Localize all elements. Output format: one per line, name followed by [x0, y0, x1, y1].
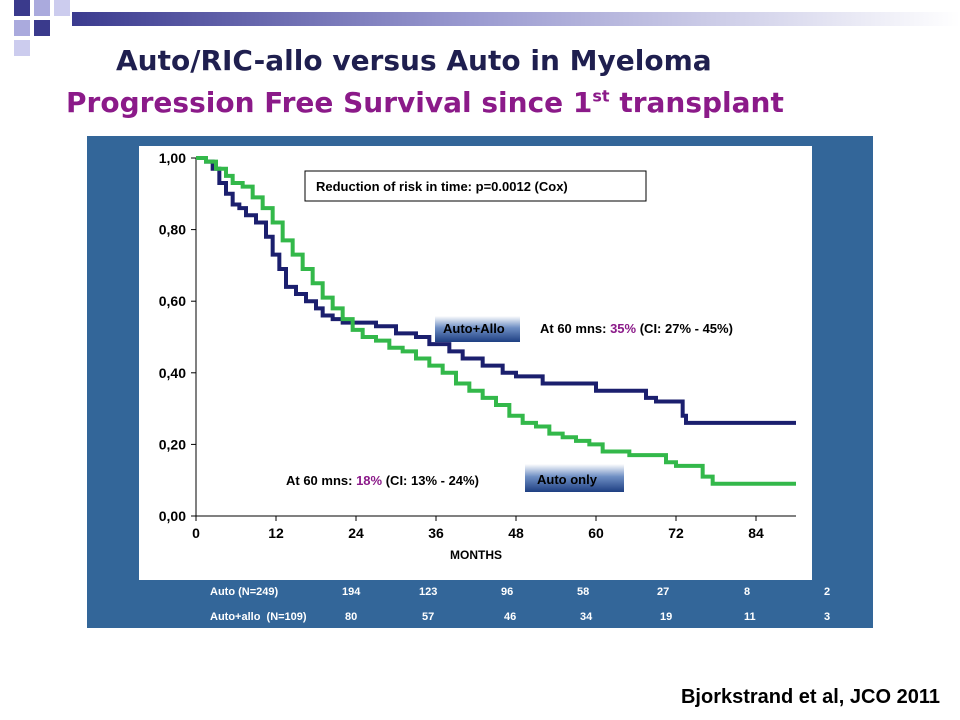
risk-cell: 96	[501, 586, 514, 598]
allo-prefix: At 60 mns:	[540, 321, 610, 336]
deco-square	[14, 0, 30, 16]
risk-row-label: Auto+allo (N=109)	[210, 611, 307, 623]
x-tick-label: 48	[508, 525, 524, 541]
risk-cell: 19	[660, 611, 673, 623]
subtitle-superscript: st	[592, 86, 610, 106]
stat-box	[304, 170, 647, 202]
x-tick-label: 24	[348, 525, 364, 541]
allo-pct: 35%	[610, 321, 636, 336]
auto-only-badge	[525, 464, 624, 492]
risk-cell: 194	[342, 586, 361, 598]
plot-background	[139, 146, 812, 580]
slide-subtitle: Progression Free Survival since 1st tran…	[66, 86, 784, 119]
citation: Bjorkstrand et al, JCO 2011	[680, 686, 940, 708]
y-tick-label: 0,20	[159, 436, 186, 452]
y-tick-label: 1,00	[159, 150, 186, 166]
y-tick-label: 0,80	[159, 222, 186, 238]
risk-cell: 8	[744, 586, 751, 598]
risk-cell: 2	[824, 586, 831, 598]
x-tick-label: 72	[668, 525, 684, 541]
risk-cell: 80	[345, 611, 358, 623]
deco-square	[54, 0, 70, 16]
deco-square	[34, 0, 50, 16]
x-tick-label: 60	[588, 525, 604, 541]
allo-suffix: (CI: 27% - 45%)	[636, 321, 733, 336]
auto-prefix: At 60 mns:	[286, 473, 356, 488]
subtitle-main: Progression Free Survival since 1	[66, 86, 593, 119]
risk-cell: 3	[824, 611, 831, 623]
y-tick-label: 0,60	[159, 293, 186, 309]
risk-cell: 46	[504, 611, 517, 623]
deco-square	[14, 40, 30, 56]
risk-cell: 123	[419, 586, 438, 598]
auto-allo-annotation: At 60 mns: 35% (CI: 27% - 45%)	[540, 321, 733, 336]
risk-cell: 27	[657, 586, 670, 598]
top-gradient-bar	[72, 12, 960, 26]
deco-square	[34, 20, 50, 36]
auto-allo-badge-label: Auto+Allo	[443, 321, 505, 336]
y-tick-label: 0,40	[159, 365, 186, 381]
risk-row-label: Auto (N=249)	[210, 586, 279, 598]
x-tick-label: 36	[428, 525, 444, 541]
subtitle-tail: transplant	[609, 86, 784, 119]
x-axis-title: MONTHS	[450, 548, 502, 562]
auto-only-badge-label: Auto only	[537, 472, 598, 487]
deco-square	[14, 20, 30, 36]
y-tick-label: 0,00	[159, 508, 186, 524]
stat-box-text: Reduction of risk in time: p=0.0012 (Cox…	[316, 179, 568, 194]
x-tick-label: 0	[192, 525, 200, 541]
auto-suffix: (CI: 13% - 24%)	[382, 473, 479, 488]
auto-pct: 18%	[356, 473, 382, 488]
auto-only-annotation: At 60 mns: 18% (CI: 13% - 24%)	[286, 473, 479, 488]
slide-title: Auto/RIC-allo versus Auto in Myeloma	[116, 44, 712, 77]
risk-cell: 57	[422, 611, 435, 623]
auto-allo-badge	[435, 316, 520, 342]
x-tick-label: 84	[748, 525, 764, 541]
series-line-auto-only	[196, 156, 796, 486]
risk-cell: 11	[744, 611, 756, 623]
x-tick-label: 12	[268, 525, 284, 541]
risk-cell: 34	[580, 611, 593, 623]
risk-cell: 58	[577, 586, 590, 598]
